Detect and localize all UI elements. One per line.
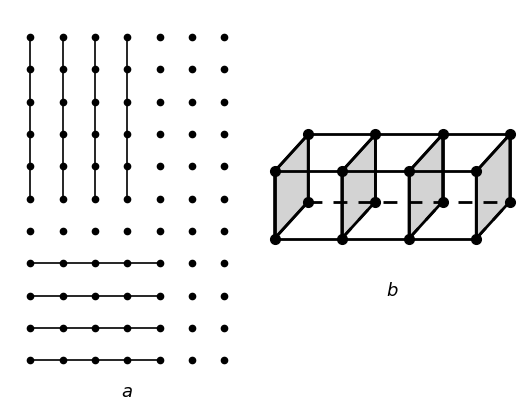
Text: a: a	[122, 383, 132, 401]
Polygon shape	[476, 134, 510, 239]
Polygon shape	[409, 134, 443, 239]
Polygon shape	[342, 134, 375, 239]
Text: b: b	[386, 282, 398, 300]
Polygon shape	[275, 134, 308, 239]
